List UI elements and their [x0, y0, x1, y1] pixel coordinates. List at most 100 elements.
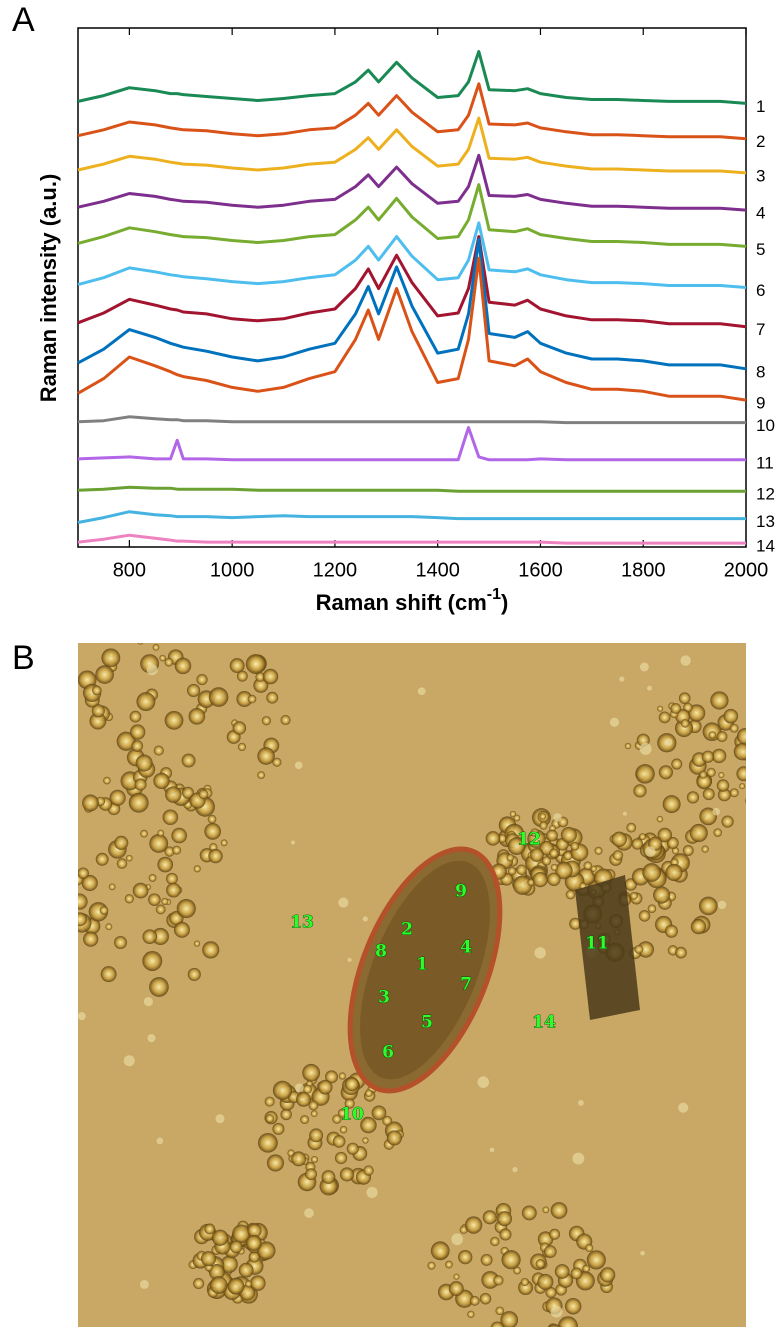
spot-label: 9: [455, 882, 467, 902]
spectrum-line: [77, 256, 747, 402]
particle: [78, 1012, 86, 1021]
particle: [139, 1279, 149, 1289]
debris: [671, 758, 683, 770]
debris: [699, 770, 708, 779]
debris: [736, 728, 746, 745]
debris: [265, 1114, 275, 1123]
debris: [308, 1100, 319, 1111]
debris: [583, 861, 593, 871]
debris: [745, 798, 746, 804]
debris: [321, 1170, 336, 1184]
spectrum-line: [77, 153, 747, 212]
debris: [332, 1114, 342, 1124]
particle: [147, 1034, 156, 1043]
debris: [136, 692, 156, 712]
debris: [710, 691, 729, 710]
x-tick-label: 1200: [313, 559, 358, 581]
debris: [262, 668, 279, 685]
particle: [290, 840, 295, 845]
particle: [622, 811, 627, 816]
x-tick-label: 1000: [210, 559, 255, 581]
particle: [609, 717, 620, 727]
debris: [499, 1228, 512, 1241]
debris: [247, 694, 257, 704]
spot-label: 8: [375, 942, 387, 962]
debris: [153, 745, 164, 756]
series-label: 9: [756, 394, 765, 413]
debris: [305, 1168, 318, 1181]
spectrum-line: [77, 221, 747, 289]
x-axis-label: Raman shift (cm-1): [316, 586, 509, 615]
debris: [711, 748, 727, 764]
x-tick-label: 1600: [518, 559, 563, 581]
debris: [116, 858, 128, 869]
debris: [547, 872, 561, 886]
debris: [272, 1122, 285, 1135]
debris: [635, 764, 655, 784]
debris: [658, 765, 673, 780]
debris: [629, 891, 638, 900]
debris: [445, 1260, 453, 1269]
debris: [337, 1108, 348, 1118]
spectrum-line: [77, 485, 746, 493]
x-tick-label: 2000: [724, 559, 769, 581]
debris: [467, 1310, 475, 1318]
debris: [513, 1266, 521, 1275]
debris: [114, 835, 129, 850]
debris: [171, 827, 187, 844]
debris: [739, 783, 746, 790]
particle: [712, 807, 720, 816]
debris: [220, 839, 228, 847]
debris: [386, 1130, 402, 1146]
series-label: 12: [756, 485, 775, 504]
debris: [360, 1116, 377, 1134]
debris: [549, 848, 559, 858]
debris: [266, 691, 279, 704]
debris: [300, 1115, 310, 1125]
debris: [549, 1228, 561, 1240]
debris: [103, 776, 111, 785]
debris: [539, 813, 547, 820]
debris: [229, 1240, 243, 1254]
spot-label: 10: [340, 1105, 364, 1125]
particle: [512, 1167, 518, 1173]
debris: [135, 754, 153, 772]
debris: [530, 828, 539, 837]
debris: [557, 1316, 578, 1327]
debris: [164, 710, 184, 730]
debris: [232, 1224, 251, 1244]
spot-label: 7: [460, 975, 472, 995]
debris: [99, 906, 109, 915]
debris: [702, 788, 715, 801]
debris: [232, 721, 247, 735]
debris: [248, 1251, 260, 1263]
particle: [304, 1208, 314, 1218]
debris: [585, 1243, 594, 1253]
y-axis-label: Raman intensity (a.u.): [36, 174, 61, 403]
debris: [624, 742, 632, 750]
debris: [543, 1245, 557, 1258]
spectrum-line: [77, 426, 746, 462]
debris: [227, 1277, 245, 1295]
debris: [309, 1128, 324, 1143]
debris: [148, 893, 161, 906]
particle: [680, 655, 691, 666]
debris: [586, 1250, 606, 1270]
debris: [507, 837, 526, 855]
debris: [701, 750, 715, 763]
debris: [657, 827, 673, 843]
series-label: 10: [756, 416, 775, 435]
debris: [125, 854, 133, 862]
debris: [495, 1306, 505, 1316]
debris: [193, 940, 201, 947]
debris: [497, 834, 507, 843]
debris: [689, 823, 708, 843]
debris: [713, 828, 723, 837]
debris: [480, 1253, 493, 1266]
spectrum-line: [77, 116, 747, 175]
particle: [451, 1233, 464, 1246]
debris: [95, 852, 109, 866]
debris: [481, 1271, 499, 1289]
spectrum-line: [77, 82, 747, 141]
